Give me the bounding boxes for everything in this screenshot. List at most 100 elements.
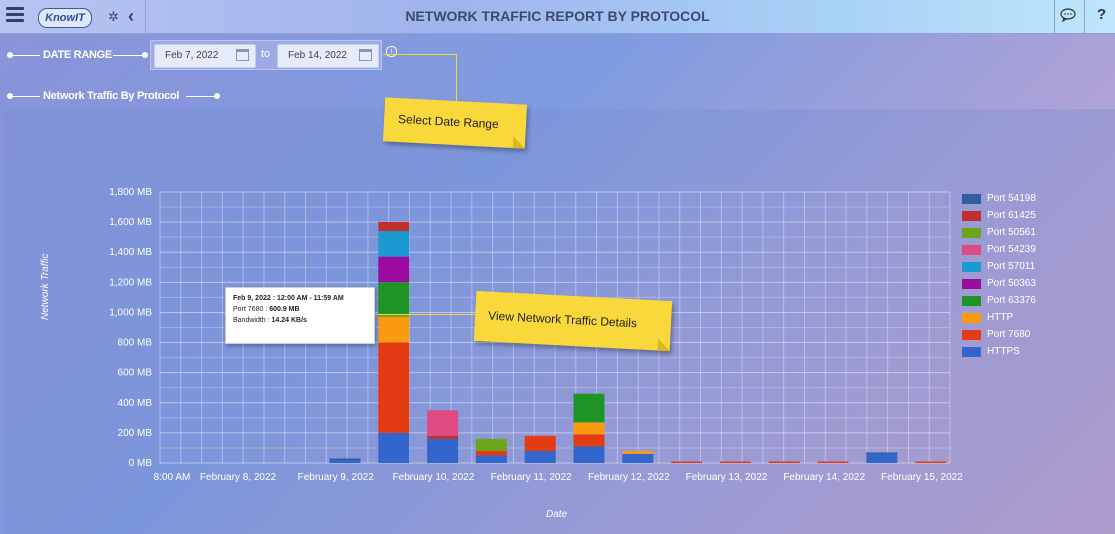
- bar-segment: [329, 458, 361, 460]
- bar-segment: [378, 231, 410, 257]
- callout-connector: [383, 54, 457, 55]
- end-date-value: Feb 14, 2022: [288, 50, 347, 61]
- connector-line: [186, 96, 216, 97]
- callout-connector: [373, 314, 481, 315]
- y-tick-label: 1,600 MB: [109, 217, 152, 228]
- y-axis-title: Network Traffic: [40, 253, 51, 321]
- legend-swatch: [962, 194, 981, 204]
- x-axis-title: Date: [546, 509, 568, 520]
- info-icon[interactable]: i: [386, 46, 397, 57]
- bullet-dot: [214, 93, 220, 99]
- legend-swatch: [962, 279, 981, 289]
- legend-label: Port 63376: [987, 295, 1036, 306]
- bar-segment: [378, 313, 410, 317]
- x-tick-label: February 14, 2022: [783, 472, 865, 483]
- connector-line: [12, 96, 40, 97]
- legend-swatch: [962, 211, 981, 221]
- bar-segment: [573, 393, 605, 423]
- bar-segment: [475, 438, 507, 451]
- bar-segment: [622, 453, 654, 463]
- legend-swatch: [962, 262, 981, 272]
- y-tick-label: 1,000 MB: [109, 307, 152, 318]
- menu-icon[interactable]: [6, 7, 24, 25]
- legend-swatch: [962, 313, 981, 323]
- calendar-icon[interactable]: [236, 49, 249, 61]
- divider: [1084, 0, 1085, 33]
- end-date-input[interactable]: Feb 14, 2022: [277, 44, 379, 68]
- x-tick-label: February 10, 2022: [393, 472, 475, 483]
- chat-icon[interactable]: [1060, 8, 1076, 25]
- start-date-input[interactable]: Feb 7, 2022: [154, 44, 256, 68]
- x-tick-label: February 9, 2022: [298, 472, 375, 483]
- x-tick-label: 8:00 AM: [154, 472, 191, 483]
- bar-segment: [475, 455, 507, 463]
- y-tick-label: 0 MB: [129, 458, 153, 469]
- legend-swatch: [962, 228, 981, 238]
- start-date-value: Feb 7, 2022: [165, 50, 219, 61]
- bar-segment: [378, 282, 410, 314]
- chart-tooltip: Feb 9, 2022 : 12:00 AM - 11:59 AM Port 7…: [225, 287, 375, 344]
- bar-segment: [866, 453, 898, 463]
- legend-label: HTTPS: [987, 346, 1020, 357]
- bar-segment: [573, 446, 605, 463]
- legend-label: Port 54198: [987, 193, 1036, 204]
- bar-segment: [671, 461, 703, 463]
- bar-segment: [866, 452, 898, 454]
- bar-segment: [378, 316, 410, 343]
- tooltip-port: Port 7680 : 600.9 MB: [233, 306, 300, 313]
- x-tick-label: February 8, 2022: [200, 472, 277, 483]
- top-bar: KnowIT ✲ ‹ NETWORK TRAFFIC REPORT BY PRO…: [0, 0, 1115, 34]
- bar-segment: [817, 461, 849, 463]
- y-tick-label: 200 MB: [118, 428, 153, 439]
- bar-segment: [573, 422, 605, 435]
- bar-segment: [915, 461, 947, 463]
- callout-connector: [456, 54, 457, 104]
- legend-swatch: [962, 330, 981, 340]
- legend-swatch: [962, 296, 981, 306]
- date-range-picker: Feb 7, 2022 to Feb 14, 2022: [150, 40, 382, 70]
- x-tick-label: February 13, 2022: [686, 472, 768, 483]
- collapse-chevron-icon[interactable]: ‹: [128, 6, 134, 26]
- bullet-dot: [7, 52, 13, 58]
- legend-swatch: [962, 245, 981, 255]
- y-tick-label: 800 MB: [118, 338, 153, 349]
- knowit-logo: KnowIT: [38, 8, 92, 28]
- legend-label: Port 54239: [987, 244, 1036, 255]
- divider: [145, 0, 146, 33]
- tooltip-bandwidth: Bandwidth : 14.24 KB/s: [233, 317, 307, 324]
- bar-segment: [378, 432, 410, 463]
- bar-segment: [427, 438, 459, 463]
- view-details-callout: View Network Traffic Details: [473, 290, 673, 352]
- y-tick-label: 400 MB: [118, 398, 153, 409]
- x-tick-label: February 15, 2022: [881, 472, 963, 483]
- bar-segment: [427, 435, 459, 439]
- help-icon[interactable]: ?: [1097, 6, 1107, 23]
- section-title: Network Traffic By Protocol: [43, 90, 180, 102]
- y-tick-label: 600 MB: [118, 368, 153, 379]
- y-tick-label: 1,400 MB: [109, 247, 152, 258]
- bullet-dot: [142, 52, 148, 58]
- legend-label: HTTP: [987, 312, 1014, 323]
- bar-segment: [524, 435, 556, 451]
- bar-segment: [427, 410, 459, 436]
- bar-segment: [573, 434, 605, 447]
- bar-segment: [475, 450, 507, 456]
- legend-label: Port 61425: [987, 210, 1036, 221]
- calendar-icon[interactable]: [359, 49, 372, 61]
- bar-segment: [622, 450, 654, 454]
- page-title: NETWORK TRAFFIC REPORT BY PROTOCOL: [405, 8, 710, 24]
- x-tick-label: February 12, 2022: [588, 472, 670, 483]
- bar-segment: [378, 256, 410, 283]
- connector-line: [113, 55, 145, 56]
- y-tick-label: 1,200 MB: [109, 277, 152, 288]
- pin-icon[interactable]: ✲: [108, 9, 119, 24]
- y-tick-label: 1,800 MB: [109, 187, 152, 198]
- legend-label: Port 50561: [987, 227, 1036, 238]
- to-label: to: [261, 48, 271, 60]
- legend-label: Port 57011: [987, 261, 1036, 272]
- bar-segment: [719, 461, 751, 463]
- bar-segment: [378, 342, 410, 433]
- bullet-dot: [7, 93, 13, 99]
- select-date-range-callout: Select Date Range: [382, 97, 528, 149]
